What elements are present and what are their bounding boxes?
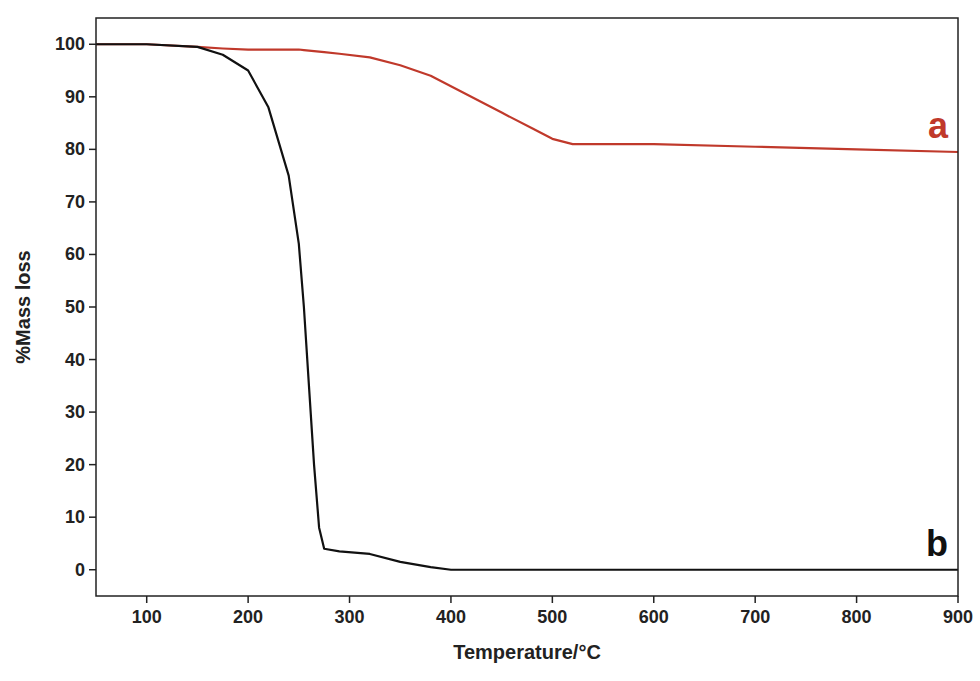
x-tick-label: 100 <box>132 607 162 627</box>
x-tick-label: 800 <box>842 607 872 627</box>
series-line <box>96 44 958 152</box>
x-tick <box>349 596 351 603</box>
y-axis-title: %Mass loss <box>12 250 34 363</box>
y-tick <box>89 359 96 361</box>
y-tick <box>89 516 96 518</box>
y-tick-label: 50 <box>65 297 85 317</box>
y-tick <box>89 254 96 256</box>
x-tick-label: 900 <box>943 607 973 627</box>
y-tick-label: 0 <box>75 560 85 580</box>
chart: 100 200 300 400 500 600 700 800 900 0 10 20 30 40 50 60… <box>0 0 980 681</box>
y-tick <box>89 411 96 413</box>
y-tick <box>89 306 96 308</box>
y-tick <box>89 201 96 203</box>
x-tick-label: 600 <box>639 607 669 627</box>
plot-area <box>96 44 958 569</box>
y-tick-label: 10 <box>65 507 85 527</box>
series-label: a <box>928 105 949 146</box>
x-tick <box>754 596 756 603</box>
y-tick-label: 30 <box>65 402 85 422</box>
y-tick <box>89 464 96 466</box>
x-tick <box>146 596 148 603</box>
x-axis-title: Temperature/°C <box>453 641 601 663</box>
x-tick-label: 700 <box>740 607 770 627</box>
x-tick <box>247 596 249 603</box>
x-tick <box>450 596 452 603</box>
y-tick-label: 40 <box>65 350 85 370</box>
series-line <box>96 44 958 569</box>
y-tick-label: 100 <box>55 34 85 54</box>
x-tick <box>957 596 959 603</box>
y-tick <box>89 569 96 571</box>
y-tick <box>89 44 96 46</box>
y-tick <box>89 96 96 98</box>
y-tick-label: 90 <box>65 87 85 107</box>
x-tick-label: 300 <box>335 607 365 627</box>
y-tick-label: 70 <box>65 192 85 212</box>
x-tick-label: 200 <box>233 607 263 627</box>
x-tick-label: 400 <box>436 607 466 627</box>
series-label: b <box>926 523 948 564</box>
x-tick-label: 500 <box>537 607 567 627</box>
y-tick-label: 60 <box>65 244 85 264</box>
y-tick <box>89 149 96 151</box>
y-tick-label: 80 <box>65 139 85 159</box>
x-tick <box>552 596 554 603</box>
x-tick <box>653 596 655 603</box>
y-tick-label: 20 <box>65 455 85 475</box>
plot-frame <box>96 18 958 596</box>
x-tick <box>856 596 858 603</box>
